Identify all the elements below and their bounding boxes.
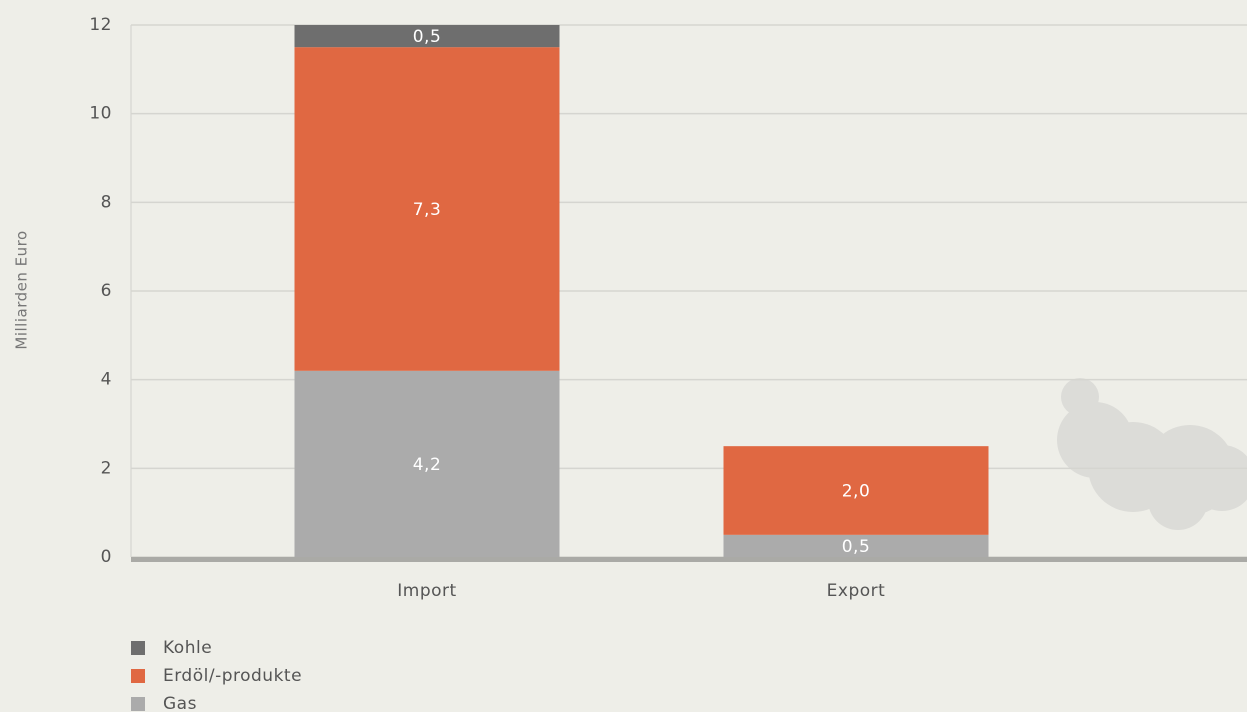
- bar-segment: [723, 534, 989, 557]
- cloud-decoration: [1057, 378, 1247, 530]
- bar-segment: [294, 47, 560, 371]
- legend-swatch: [131, 669, 145, 683]
- legend-swatch: [131, 697, 145, 711]
- y-axis-label: Milliarden Euro: [13, 230, 31, 349]
- legend-swatch: [131, 641, 145, 655]
- value-label: 0,5: [413, 27, 442, 47]
- value-label: 0,5: [842, 537, 871, 557]
- bar-segment: [723, 446, 989, 535]
- y-tick-label: 0: [101, 547, 112, 567]
- x-tick-label: Export: [827, 581, 886, 601]
- y-tick-label: 10: [89, 104, 112, 124]
- bar-segment: [294, 25, 560, 48]
- value-label: 7,3: [413, 200, 442, 220]
- legend-label: Kohle: [163, 638, 212, 658]
- y-tick-label: 2: [101, 458, 112, 478]
- y-tick-label: 4: [101, 370, 112, 390]
- x-axis: [131, 557, 1247, 562]
- y-tick-label: 8: [101, 192, 112, 212]
- legend-label: Gas: [163, 694, 197, 712]
- bar-segment: [294, 370, 560, 557]
- x-tick-label: Import: [397, 581, 456, 601]
- legend-label: Erdöl/-produkte: [163, 666, 302, 686]
- value-label: 2,0: [842, 482, 871, 502]
- y-tick-label: 12: [89, 15, 112, 35]
- y-tick-label: 6: [101, 281, 112, 301]
- value-label: 4,2: [413, 455, 442, 475]
